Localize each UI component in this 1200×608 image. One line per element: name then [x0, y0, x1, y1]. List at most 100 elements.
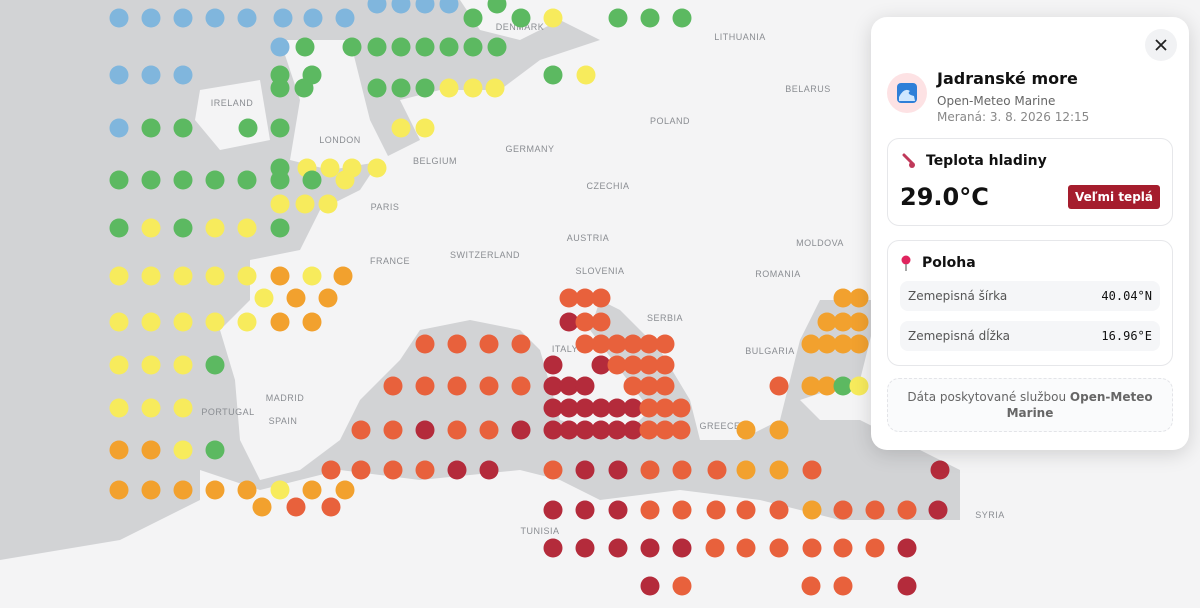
sst-dot[interactable] [736, 460, 756, 480]
sst-dot[interactable] [109, 440, 129, 460]
sst-dot[interactable] [333, 266, 353, 286]
sst-dot[interactable] [109, 355, 129, 375]
sst-dot[interactable] [109, 218, 129, 238]
sst-dot[interactable] [391, 37, 411, 57]
sst-dot[interactable] [109, 398, 129, 418]
sst-dot[interactable] [439, 37, 459, 57]
sst-dot[interactable] [543, 376, 563, 396]
sst-dot[interactable] [543, 500, 563, 520]
sst-dot[interactable] [302, 266, 322, 286]
sst-dot[interactable] [623, 420, 643, 440]
sst-dot[interactable] [769, 460, 789, 480]
sst-dot[interactable] [367, 78, 387, 98]
sst-dot[interactable] [109, 480, 129, 500]
sst-dot[interactable] [270, 78, 290, 98]
sst-dot[interactable] [237, 480, 257, 500]
sst-dot[interactable] [391, 78, 411, 98]
sst-dot[interactable] [639, 420, 659, 440]
sst-dot[interactable] [591, 420, 611, 440]
sst-dot[interactable] [302, 480, 322, 500]
sst-dot[interactable] [173, 170, 193, 190]
sst-dot[interactable] [639, 376, 659, 396]
sst-dot[interactable] [367, 0, 387, 14]
sst-dot[interactable] [205, 170, 225, 190]
sst-dot[interactable] [463, 37, 483, 57]
sst-dot[interactable] [640, 8, 660, 28]
sst-dot[interactable] [833, 334, 853, 354]
sst-dot[interactable] [173, 218, 193, 238]
sst-dot[interactable] [383, 420, 403, 440]
sst-dot[interactable] [479, 460, 499, 480]
sst-dot[interactable] [286, 288, 306, 308]
sst-dot[interactable] [463, 8, 483, 28]
sst-dot[interactable] [559, 376, 579, 396]
sst-dot[interactable] [109, 266, 129, 286]
sst-dot[interactable] [833, 376, 853, 396]
sst-dot[interactable] [237, 170, 257, 190]
sst-dot[interactable] [591, 355, 611, 375]
sst-dot[interactable] [543, 8, 563, 28]
sst-dot[interactable] [511, 8, 531, 28]
sst-dot[interactable] [623, 376, 643, 396]
sst-dot[interactable] [342, 37, 362, 57]
sst-dot[interactable] [391, 0, 411, 14]
sst-dot[interactable] [817, 376, 837, 396]
sst-dot[interactable] [270, 37, 290, 57]
sst-dot[interactable] [865, 500, 885, 520]
sst-dot[interactable] [849, 376, 869, 396]
sst-dot[interactable] [559, 398, 579, 418]
sst-dot[interactable] [141, 480, 161, 500]
sst-dot[interactable] [141, 312, 161, 332]
sst-dot[interactable] [655, 420, 675, 440]
sst-dot[interactable] [302, 170, 322, 190]
sst-dot[interactable] [270, 266, 290, 286]
sst-dot[interactable] [511, 420, 531, 440]
sst-dot[interactable] [591, 288, 611, 308]
sst-dot[interactable] [640, 500, 660, 520]
sst-dot[interactable] [109, 312, 129, 332]
sst-dot[interactable] [769, 538, 789, 558]
sst-dot[interactable] [109, 118, 129, 138]
sst-dot[interactable] [479, 376, 499, 396]
sst-dot[interactable] [383, 376, 403, 396]
sst-dot[interactable] [270, 312, 290, 332]
sst-dot[interactable] [736, 538, 756, 558]
sst-dot[interactable] [607, 355, 627, 375]
sst-dot[interactable] [270, 65, 290, 85]
sst-dot[interactable] [639, 355, 659, 375]
sst-dot[interactable] [559, 288, 579, 308]
sst-dot[interactable] [335, 8, 355, 28]
sst-dot[interactable] [295, 37, 315, 57]
sst-dot[interactable] [865, 538, 885, 558]
sst-dot[interactable] [383, 460, 403, 480]
sst-dot[interactable] [607, 420, 627, 440]
close-button[interactable] [1145, 29, 1177, 61]
sst-dot[interactable] [707, 460, 727, 480]
sst-dot[interactable] [833, 538, 853, 558]
sst-dot[interactable] [487, 37, 507, 57]
sst-dot[interactable] [833, 500, 853, 520]
sst-dot[interactable] [141, 218, 161, 238]
sst-dot[interactable] [640, 538, 660, 558]
sst-dot[interactable] [849, 288, 869, 308]
sst-dot[interactable] [591, 312, 611, 332]
sst-dot[interactable] [439, 78, 459, 98]
sst-dot[interactable] [706, 500, 726, 520]
sst-dot[interactable] [335, 170, 355, 190]
sst-dot[interactable] [607, 398, 627, 418]
sst-dot[interactable] [802, 538, 822, 558]
sst-dot[interactable] [817, 312, 837, 332]
sst-dot[interactable] [173, 118, 193, 138]
sst-dot[interactable] [511, 376, 531, 396]
sst-dot[interactable] [367, 158, 387, 178]
sst-dot[interactable] [672, 500, 692, 520]
sst-dot[interactable] [655, 376, 675, 396]
sst-dot[interactable] [415, 37, 435, 57]
sst-dot[interactable] [270, 170, 290, 190]
sst-dot[interactable] [672, 576, 692, 596]
sst-dot[interactable] [205, 480, 225, 500]
sst-dot[interactable] [415, 460, 435, 480]
sst-dot[interactable] [608, 460, 628, 480]
sst-dot[interactable] [205, 355, 225, 375]
sst-dot[interactable] [141, 266, 161, 286]
